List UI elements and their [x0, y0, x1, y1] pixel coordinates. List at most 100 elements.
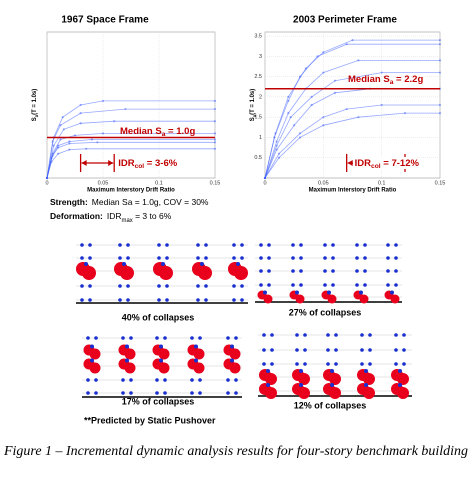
ida-point — [73, 134, 77, 137]
joint — [232, 256, 236, 260]
joint — [303, 348, 307, 352]
figure-caption: Figure 1 – Incremental dynamic analysis … — [3, 443, 468, 458]
joint — [80, 284, 84, 288]
y-axis-label: Sa(T = 1.0s) — [250, 89, 257, 122]
ida-point — [357, 59, 360, 62]
strength-text: Median Sa = 1.0g, COV = 30% — [92, 197, 209, 207]
hinge — [193, 362, 205, 374]
joint — [394, 283, 398, 287]
ida-point — [62, 128, 65, 131]
joint — [402, 333, 406, 337]
joint — [355, 283, 359, 287]
frame-caption: 40% of collapses — [122, 312, 195, 322]
y-tick-label: 1 — [259, 135, 262, 141]
joint — [163, 391, 167, 395]
ida-point — [322, 71, 325, 74]
ida-point — [213, 132, 217, 135]
median-label-sub: a — [390, 79, 394, 86]
frame-caption: 12% of collapses — [294, 400, 367, 410]
joint — [394, 243, 398, 247]
joint — [270, 362, 274, 366]
ida-point — [275, 140, 278, 143]
joint — [196, 284, 200, 288]
hinge — [158, 362, 170, 374]
ida-point — [213, 107, 217, 111]
joint — [360, 348, 364, 352]
x-tick-label: 0.1 — [378, 180, 386, 186]
joint — [165, 298, 169, 302]
joint — [204, 256, 208, 260]
joint — [155, 378, 159, 382]
joint — [263, 290, 267, 295]
joint — [299, 369, 303, 373]
ida-point — [68, 142, 71, 145]
joint — [121, 391, 125, 395]
idr-label-rest: = 3-6% — [144, 158, 178, 169]
joint — [291, 256, 295, 260]
ida-point — [380, 103, 383, 107]
ida-point — [274, 132, 277, 135]
hinge — [158, 348, 170, 360]
joint — [326, 362, 330, 366]
ida-point — [333, 79, 337, 82]
joint — [355, 256, 359, 260]
joint — [90, 358, 94, 363]
frame-caption: 17% of collapses — [122, 396, 195, 406]
joint — [94, 391, 98, 395]
joint — [190, 391, 194, 395]
ida-point — [287, 99, 290, 103]
ida-point — [59, 124, 62, 127]
hinge — [265, 373, 277, 385]
joint — [204, 284, 208, 288]
joint — [259, 283, 263, 287]
joint — [262, 348, 266, 352]
joint — [198, 391, 202, 395]
y-tick-label: 3.5 — [254, 34, 262, 40]
median-label-main: Median S — [120, 126, 162, 137]
joint — [163, 336, 167, 340]
deformation-main: IDR — [107, 211, 122, 221]
joint — [267, 256, 271, 260]
hinge — [298, 387, 310, 399]
joint — [326, 348, 330, 352]
joint — [126, 256, 130, 260]
joint — [129, 378, 133, 382]
joint — [157, 243, 161, 247]
ida-point — [380, 71, 383, 74]
y-axis-label-main: S — [250, 117, 256, 121]
joint — [364, 383, 368, 387]
joint — [80, 298, 84, 302]
median-label: Median Sa = 1.0g — [120, 126, 195, 139]
joint — [386, 256, 390, 260]
joint — [226, 336, 230, 340]
idr-label-bg — [353, 157, 417, 169]
joint — [126, 298, 130, 302]
ida-point — [213, 147, 217, 150]
joint — [232, 243, 236, 247]
joint — [355, 269, 359, 273]
joint — [226, 391, 230, 395]
x-tick-label: 0.05 — [318, 180, 329, 186]
ida-point — [101, 132, 105, 135]
ida-point — [79, 112, 82, 115]
joint — [360, 362, 364, 366]
plot-frame — [46, 31, 216, 179]
frame-caption: 27% of collapses — [289, 307, 362, 317]
hinge — [265, 387, 277, 399]
joint — [291, 269, 295, 273]
ida-point — [96, 141, 99, 144]
idr-label-sub: col — [371, 163, 381, 170]
ida-point — [277, 156, 281, 159]
ida-point — [345, 107, 348, 111]
joint — [363, 256, 367, 260]
joint — [234, 391, 238, 395]
joint — [88, 284, 92, 288]
ida-point — [333, 91, 337, 94]
hinge — [193, 348, 205, 360]
hinge — [359, 294, 369, 304]
idr-label-main: IDR — [118, 158, 135, 169]
ida-point — [213, 141, 217, 144]
x-tick-label: 0 — [263, 180, 266, 186]
joint — [331, 256, 335, 260]
